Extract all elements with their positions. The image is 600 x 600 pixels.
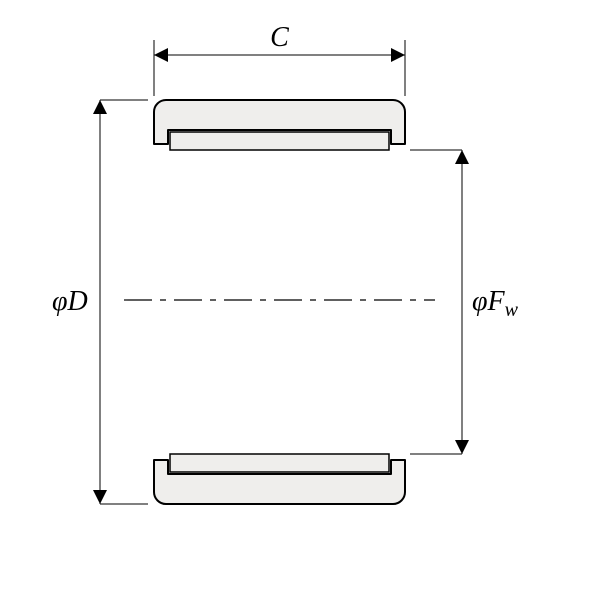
bearing-cross-section-diagram: CφDφFw [0, 0, 600, 600]
dim-c-label: C [270, 22, 289, 53]
roller-top [170, 132, 389, 150]
roller-bottom [170, 454, 389, 472]
dim-d-label: φD [52, 286, 88, 317]
